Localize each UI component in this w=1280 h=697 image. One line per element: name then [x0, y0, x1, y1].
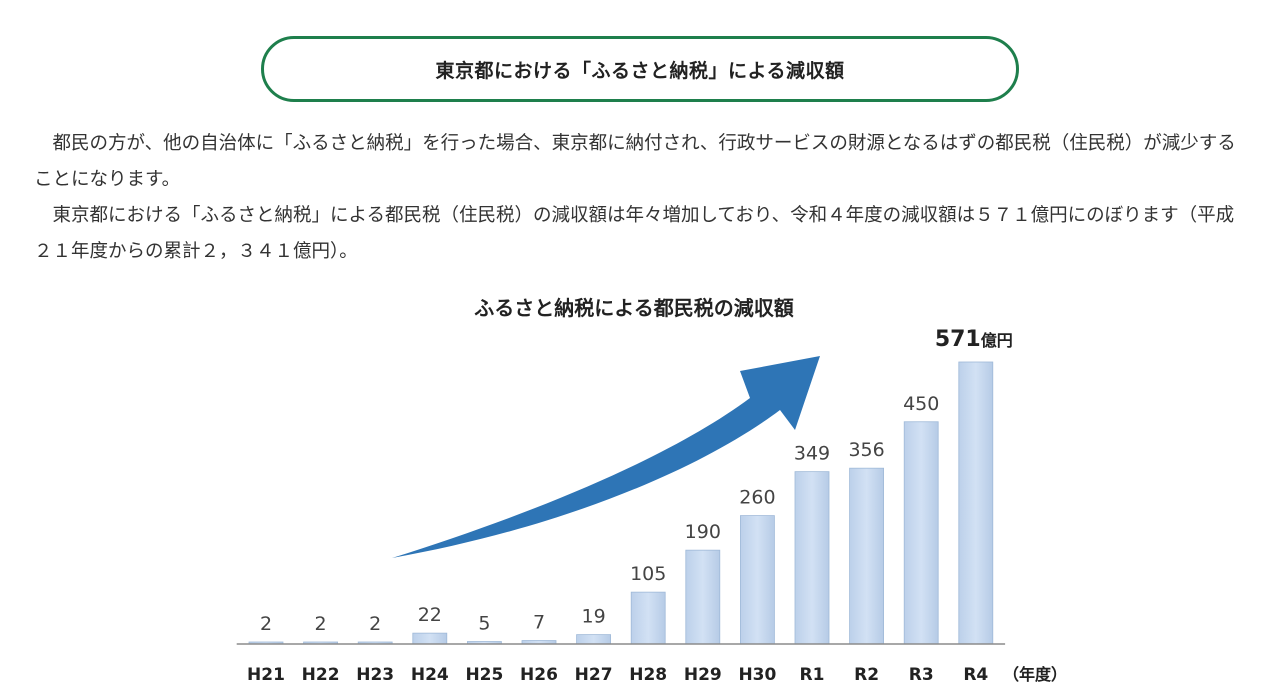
x-tick-H23: H23	[356, 665, 394, 685]
bar-R3	[903, 421, 939, 645]
value-label-R1: 349	[794, 443, 830, 465]
x-tick-H28: H28	[629, 665, 667, 685]
value-label-H27: 19	[582, 606, 606, 628]
bar-R2	[849, 467, 884, 645]
bar-H27	[576, 634, 611, 645]
page-heading: 東京都における「ふるさと納税」による減収額	[435, 59, 845, 82]
bar-H30	[740, 515, 775, 645]
x-tick-H27: H27	[575, 665, 613, 685]
x-axis-unit-label: （年度）	[1003, 665, 1067, 684]
x-tick-H24: H24	[411, 665, 449, 685]
bars-group	[248, 361, 994, 645]
chart-title: ふるさと納税による都民税の減収額	[474, 296, 793, 320]
x-tick-R1: R1	[800, 665, 825, 685]
x-tick-R4: R4	[963, 665, 988, 685]
x-tick-R2: R2	[854, 665, 879, 685]
value-label-H25: 5	[478, 613, 490, 635]
paragraph-2: 東京都における「ふるさと納税」による都民税（住民税）の減収額は年々増加しており、…	[34, 205, 1235, 262]
value-unit-label: 億円	[981, 331, 1013, 350]
x-tick-H25: H25	[465, 665, 503, 685]
value-label-R2: 356	[848, 439, 884, 461]
value-label-H30: 260	[739, 487, 775, 509]
value-label-H28: 105	[630, 563, 666, 585]
value-label-H29: 190	[685, 521, 721, 543]
x-tick-H21: H21	[247, 665, 285, 685]
heading-box: 東京都における「ふるさと納税」による減収額	[261, 36, 1019, 102]
bar-R4	[958, 361, 994, 645]
trend-arrow	[392, 356, 820, 558]
x-tick-R3: R3	[909, 665, 934, 685]
body-text: 都民の方が、他の自治体に「ふるさと納税」を行った場合、東京都に納付され、行政サー…	[34, 126, 1252, 270]
x-tick-labels-group: H21 H22 H23 H24 H25 H26 H27 H28 H29 H30 R1 R2 R3 R4	[247, 665, 988, 685]
value-label-R3: 450	[903, 393, 939, 415]
bar-H28	[630, 591, 666, 645]
value-label-H22: 2	[315, 613, 327, 635]
x-tick-H30: H30	[738, 665, 776, 685]
x-tick-H22: H22	[302, 665, 340, 685]
value-label-H21: 2	[260, 613, 272, 635]
bar-H29	[685, 549, 721, 645]
value-label-H26: 7	[533, 612, 545, 634]
x-tick-H29: H29	[684, 665, 722, 685]
value-label-H23: 2	[369, 613, 381, 635]
x-tick-H26: H26	[520, 665, 558, 685]
value-label-R4: 571億円	[935, 327, 1013, 352]
value-label-H24: 22	[418, 604, 442, 626]
bar-R1	[794, 471, 830, 645]
bar-H24	[412, 632, 448, 645]
paragraph-1: 都民の方が、他の自治体に「ふるさと納税」を行った場合、東京都に納付され、行政サー…	[34, 133, 1236, 190]
